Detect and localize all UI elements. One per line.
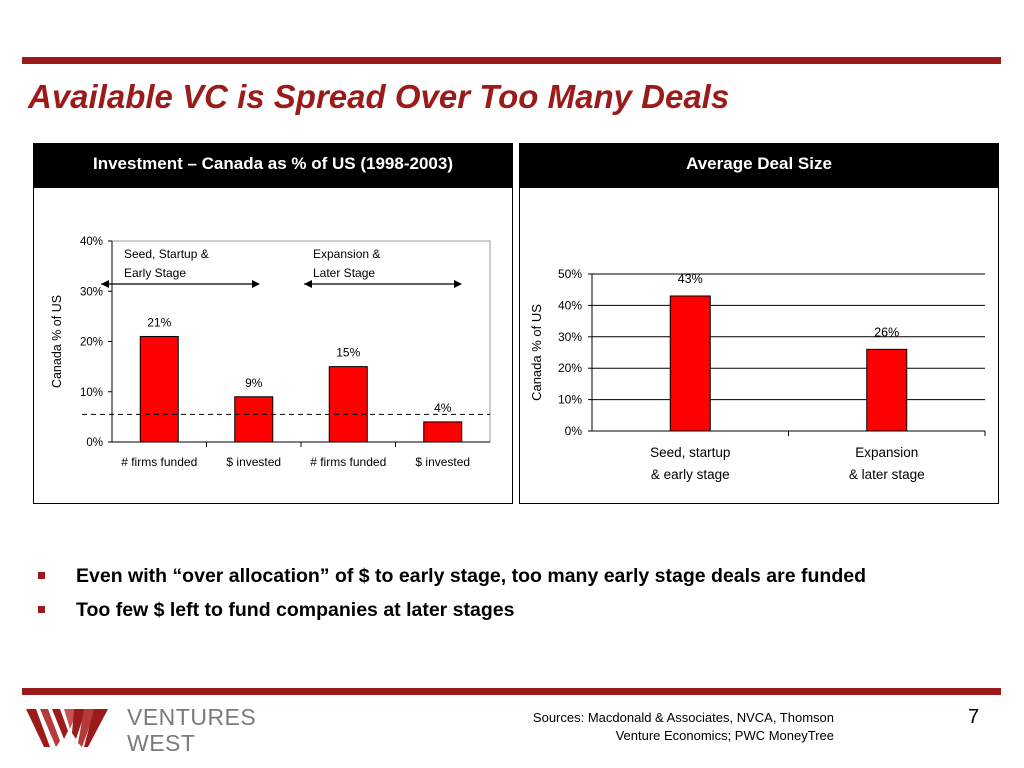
deal-size-chart-title: Average Deal Size bbox=[520, 144, 998, 188]
group-label-line-2: Early Stage bbox=[124, 266, 186, 280]
group-label-line-2: Later Stage bbox=[313, 266, 375, 280]
logo-line-2: WEST bbox=[127, 730, 196, 756]
bar-value-label: 43% bbox=[678, 272, 703, 286]
x-tick-label-line-2: & early stage bbox=[651, 467, 730, 482]
y-tick-label: 30% bbox=[80, 286, 103, 298]
y-tick-label: 40% bbox=[80, 236, 103, 248]
y-tick-label: 20% bbox=[558, 361, 582, 375]
bar bbox=[328, 366, 368, 443]
x-tick-label-line-1: Seed, startup bbox=[650, 445, 730, 460]
group-label-line-1: Expansion & bbox=[313, 247, 380, 261]
bullet-text: Too few $ left to fund companies at late… bbox=[76, 599, 515, 621]
bar bbox=[423, 421, 463, 443]
x-tick-label-line-2: & later stage bbox=[849, 467, 925, 482]
x-tick-label: $ invested bbox=[226, 455, 281, 469]
ventures-west-logo-icon bbox=[26, 709, 108, 747]
y-tick-label: 30% bbox=[558, 330, 582, 344]
y-axis-label: Canada % of US bbox=[529, 304, 544, 401]
bullet-list: Even with “over allocation” of $ to earl… bbox=[38, 563, 958, 631]
bar bbox=[234, 396, 274, 443]
x-tick-label: # firms funded bbox=[310, 455, 386, 469]
bullet-item: Even with “over allocation” of $ to earl… bbox=[38, 563, 958, 589]
x-tick-label: # firms funded bbox=[121, 455, 197, 469]
bullet-text: Even with “over allocation” of $ to earl… bbox=[76, 565, 866, 587]
bar-value-label: 26% bbox=[874, 325, 899, 339]
y-tick-label: 10% bbox=[80, 387, 103, 399]
bullet-item: Too few $ left to fund companies at late… bbox=[38, 597, 958, 623]
bar bbox=[139, 335, 179, 443]
bar bbox=[866, 348, 908, 432]
bar bbox=[669, 295, 711, 432]
bar-value-label: 4% bbox=[434, 401, 452, 415]
right-arrowhead-icon bbox=[454, 280, 462, 288]
left-arrowhead-icon bbox=[101, 280, 109, 288]
bar-value-label: 9% bbox=[245, 376, 263, 390]
slide-title: Available VC is Spread Over Too Many Dea… bbox=[28, 78, 730, 115]
bar-value-label: 21% bbox=[147, 315, 171, 329]
page-number: 7 bbox=[968, 706, 980, 728]
deal-size-bar-chart: 0% 10% 20% 30% 40% 50% 43% Seed, startup & early… bbox=[529, 267, 986, 482]
bottom-rule bbox=[22, 688, 1001, 695]
y-tick-label: 50% bbox=[558, 267, 582, 281]
sources-line-2: Venture Economics; PWC MoneyTree bbox=[615, 728, 834, 743]
y-tick-label: 10% bbox=[558, 393, 582, 407]
investment-bar-chart: 0% 10% 20% 30% 40% 21% # firms funded 9% $ inves… bbox=[50, 236, 491, 469]
logo-line-1: VENTURES bbox=[127, 704, 257, 730]
investment-chart-panel: Investment – Canada as % of US (1998-200… bbox=[33, 143, 513, 504]
bullet-square-icon bbox=[38, 572, 45, 579]
bar-value-label: 15% bbox=[336, 346, 360, 360]
x-tick-label: $ invested bbox=[415, 455, 470, 469]
sources-line-1: Sources: Macdonald & Associates, NVCA, T… bbox=[532, 710, 834, 725]
deal-size-chart-panel: Average Deal Size 0% 10% 20% 30% 40% 50% 43% Se… bbox=[519, 143, 999, 504]
y-tick-label: 0% bbox=[565, 424, 583, 438]
sources-note: Sources: Macdonald & Associates, NVCA, T… bbox=[470, 709, 834, 745]
y-tick-label: 40% bbox=[558, 298, 582, 312]
logo-wordmark: VENTURES WEST bbox=[127, 704, 256, 756]
group-label-line-1: Seed, Startup & bbox=[124, 247, 209, 261]
top-rule bbox=[22, 57, 1001, 64]
y-tick-label: 20% bbox=[80, 337, 103, 349]
investment-chart-title: Investment – Canada as % of US (1998-200… bbox=[34, 144, 512, 188]
y-tick-label: 0% bbox=[86, 437, 103, 449]
y-axis-label: Canada % of US bbox=[50, 295, 64, 388]
left-arrowhead-icon bbox=[304, 280, 312, 288]
bullet-square-icon bbox=[38, 606, 45, 613]
right-arrowhead-icon bbox=[252, 280, 260, 288]
x-tick-label-line-1: Expansion bbox=[855, 445, 918, 460]
